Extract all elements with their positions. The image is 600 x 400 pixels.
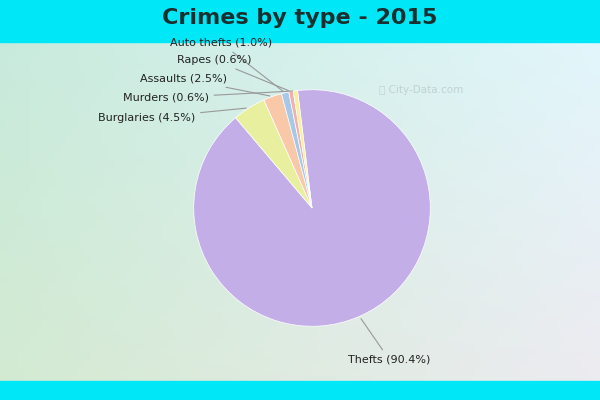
Wedge shape xyxy=(236,100,312,208)
Bar xyxy=(0,0,600,42)
Text: Rapes (0.6%): Rapes (0.6%) xyxy=(177,55,289,90)
Text: Burglaries (4.5%): Burglaries (4.5%) xyxy=(98,108,247,123)
Wedge shape xyxy=(194,90,430,326)
Wedge shape xyxy=(289,91,312,208)
Text: Thefts (90.4%): Thefts (90.4%) xyxy=(348,319,431,365)
Wedge shape xyxy=(281,92,312,208)
Wedge shape xyxy=(264,94,312,208)
Text: Assaults (2.5%): Assaults (2.5%) xyxy=(140,74,270,96)
Text: Crimes by type - 2015: Crimes by type - 2015 xyxy=(163,8,437,28)
Bar xyxy=(0,381,600,400)
Text: ⓘ City-Data.com: ⓘ City-Data.com xyxy=(379,86,463,96)
Text: Murders (0.6%): Murders (0.6%) xyxy=(122,91,293,103)
Wedge shape xyxy=(293,91,312,208)
Text: Auto thefts (1.0%): Auto thefts (1.0%) xyxy=(170,38,283,91)
